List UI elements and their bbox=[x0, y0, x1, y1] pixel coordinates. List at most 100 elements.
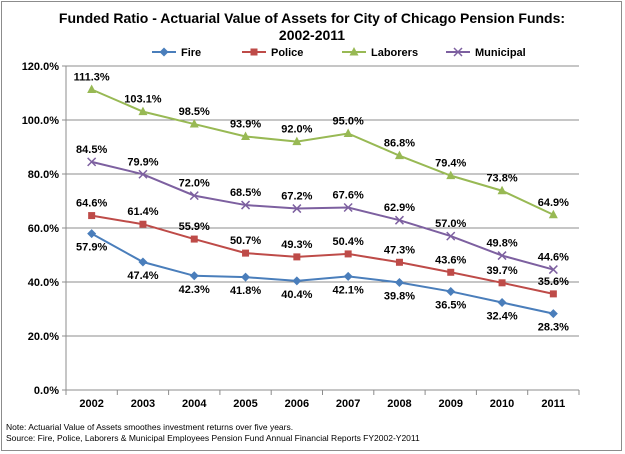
data-label-police-2007: 50.4% bbox=[333, 236, 364, 248]
point-municipal-2010 bbox=[497, 251, 507, 261]
data-label-fire-2010: 32.4% bbox=[486, 311, 517, 323]
point-fire-2011 bbox=[548, 309, 558, 319]
data-label-laborers-2006: 92.0% bbox=[281, 124, 312, 136]
data-label-laborers-2008: 86.8% bbox=[384, 138, 415, 150]
point-fire-2004 bbox=[189, 271, 199, 281]
legend-label-fire: Fire bbox=[181, 47, 201, 59]
point-municipal-2008 bbox=[394, 215, 404, 225]
data-label-police-2005: 50.7% bbox=[230, 235, 261, 247]
point-municipal-2003 bbox=[138, 169, 148, 179]
point-police-2002 bbox=[88, 212, 96, 220]
legend-label-laborers: Laborers bbox=[371, 47, 418, 59]
data-label-laborers-2002: 111.3% bbox=[74, 71, 110, 83]
data-label-police-2006: 49.3% bbox=[281, 239, 312, 251]
point-laborers-2011 bbox=[548, 209, 558, 219]
point-municipal-2002 bbox=[87, 157, 97, 167]
data-label-police-2003: 61.4% bbox=[127, 206, 158, 218]
data-label-fire-2009: 36.5% bbox=[435, 299, 466, 311]
data-label-fire-2007: 42.1% bbox=[333, 284, 364, 296]
point-police-2011 bbox=[549, 290, 557, 298]
y-tick-label-80: 80.0% bbox=[28, 169, 59, 181]
point-fire-2003 bbox=[138, 257, 148, 267]
point-municipal-2011 bbox=[548, 265, 558, 275]
data-label-police-2010: 39.7% bbox=[486, 265, 517, 277]
data-label-laborers-2010: 73.8% bbox=[486, 173, 517, 185]
y-tick-label-40: 40.0% bbox=[28, 277, 59, 289]
data-label-police-2011: 35.6% bbox=[538, 276, 569, 288]
y-tick-label-60: 60.0% bbox=[28, 223, 59, 235]
point-laborers-2008 bbox=[394, 150, 404, 160]
footnote-source: Source: Fire, Police, Laborers & Municip… bbox=[6, 433, 420, 443]
legend-marker-fire bbox=[159, 47, 169, 57]
data-label-police-2008: 47.3% bbox=[384, 244, 415, 256]
data-label-municipal-2010: 49.8% bbox=[486, 238, 517, 250]
legend-label-municipal: Municipal bbox=[475, 47, 526, 59]
legend: Fire Police Laborers Municipal bbox=[152, 47, 526, 59]
point-laborers-2007 bbox=[343, 128, 353, 137]
data-label-municipal-2003: 79.9% bbox=[127, 156, 158, 168]
data-labels: 57.9% 47.4% 42.3% 41.8% 40.4% 42.1% 39.8% 36.5%… bbox=[74, 71, 570, 333]
point-fire-2007 bbox=[343, 271, 353, 281]
x-tick-label-2004: 2004 bbox=[182, 398, 207, 410]
data-label-laborers-2003: 103.1% bbox=[124, 94, 162, 106]
legend-marker-laborers bbox=[349, 47, 359, 56]
x-tick-label-2003: 2003 bbox=[131, 398, 155, 410]
data-label-laborers-2005: 93.9% bbox=[230, 118, 261, 130]
point-laborers-2010 bbox=[497, 185, 507, 195]
legend-marker-police bbox=[250, 48, 258, 56]
data-label-police-2009: 43.6% bbox=[435, 254, 466, 266]
data-label-laborers-2007: 95.0% bbox=[333, 116, 364, 128]
point-police-2008 bbox=[395, 258, 403, 266]
series-group bbox=[87, 84, 558, 319]
data-label-municipal-2009: 57.0% bbox=[435, 218, 466, 230]
data-label-fire-2004: 42.3% bbox=[179, 284, 210, 296]
data-label-police-2002: 64.6% bbox=[76, 198, 107, 210]
data-label-police-2004: 55.9% bbox=[179, 221, 210, 233]
data-label-laborers-2009: 79.4% bbox=[435, 158, 466, 170]
gridlines bbox=[66, 65, 579, 337]
point-municipal-2004 bbox=[189, 191, 199, 201]
point-municipal-2007 bbox=[343, 202, 353, 213]
point-police-2006 bbox=[293, 253, 301, 261]
point-municipal-2006 bbox=[292, 204, 302, 214]
data-label-laborers-2004: 98.5% bbox=[179, 106, 210, 118]
point-police-2005 bbox=[242, 249, 250, 257]
data-label-fire-2006: 40.4% bbox=[281, 289, 312, 301]
legend-label-police: Police bbox=[271, 47, 303, 59]
data-label-municipal-2004: 72.0% bbox=[179, 178, 210, 190]
data-label-municipal-2011: 44.6% bbox=[538, 252, 569, 264]
data-label-municipal-2008: 62.9% bbox=[384, 202, 415, 214]
series-line-municipal bbox=[91, 160, 554, 271]
point-laborers-2006 bbox=[292, 136, 302, 146]
series-line-laborers bbox=[91, 88, 554, 216]
x-tick-label-2006: 2006 bbox=[285, 398, 309, 410]
point-police-2009 bbox=[447, 268, 455, 276]
series-line-fire bbox=[91, 232, 554, 315]
y-tick-label-120: 120.0% bbox=[22, 61, 60, 73]
point-municipal-2009 bbox=[446, 231, 456, 241]
y-tick-label-20: 20.0% bbox=[28, 331, 59, 343]
x-tick-label-2009: 2009 bbox=[439, 398, 463, 410]
x-tick-label-2005: 2005 bbox=[233, 398, 257, 410]
point-fire-2005 bbox=[241, 272, 251, 282]
x-tick-label-2008: 2008 bbox=[387, 398, 411, 410]
y-tick-label-0: 0.0% bbox=[34, 385, 59, 397]
data-label-fire-2005: 41.8% bbox=[230, 285, 261, 297]
point-police-2007 bbox=[344, 250, 352, 258]
axes: 0.0% 20.0% 40.0% 60.0% 80.0% 100.0% 120.0% 2002… bbox=[22, 61, 580, 410]
point-laborers-2002 bbox=[87, 84, 97, 93]
x-tick-label-2010: 2010 bbox=[490, 398, 514, 410]
point-police-2010 bbox=[498, 279, 506, 287]
point-municipal-2005 bbox=[241, 200, 251, 210]
data-label-fire-2002: 57.9% bbox=[76, 242, 107, 254]
point-fire-2009 bbox=[446, 286, 456, 296]
data-label-fire-2008: 39.8% bbox=[384, 291, 415, 303]
point-fire-2008 bbox=[394, 278, 404, 288]
x-tick-label-2011: 2011 bbox=[541, 398, 565, 410]
data-label-fire-2011: 28.3% bbox=[538, 322, 569, 334]
x-tick-label-2002: 2002 bbox=[79, 398, 103, 410]
y-tick-label-100: 100.0% bbox=[22, 115, 60, 127]
data-label-municipal-2006: 67.2% bbox=[281, 191, 312, 203]
